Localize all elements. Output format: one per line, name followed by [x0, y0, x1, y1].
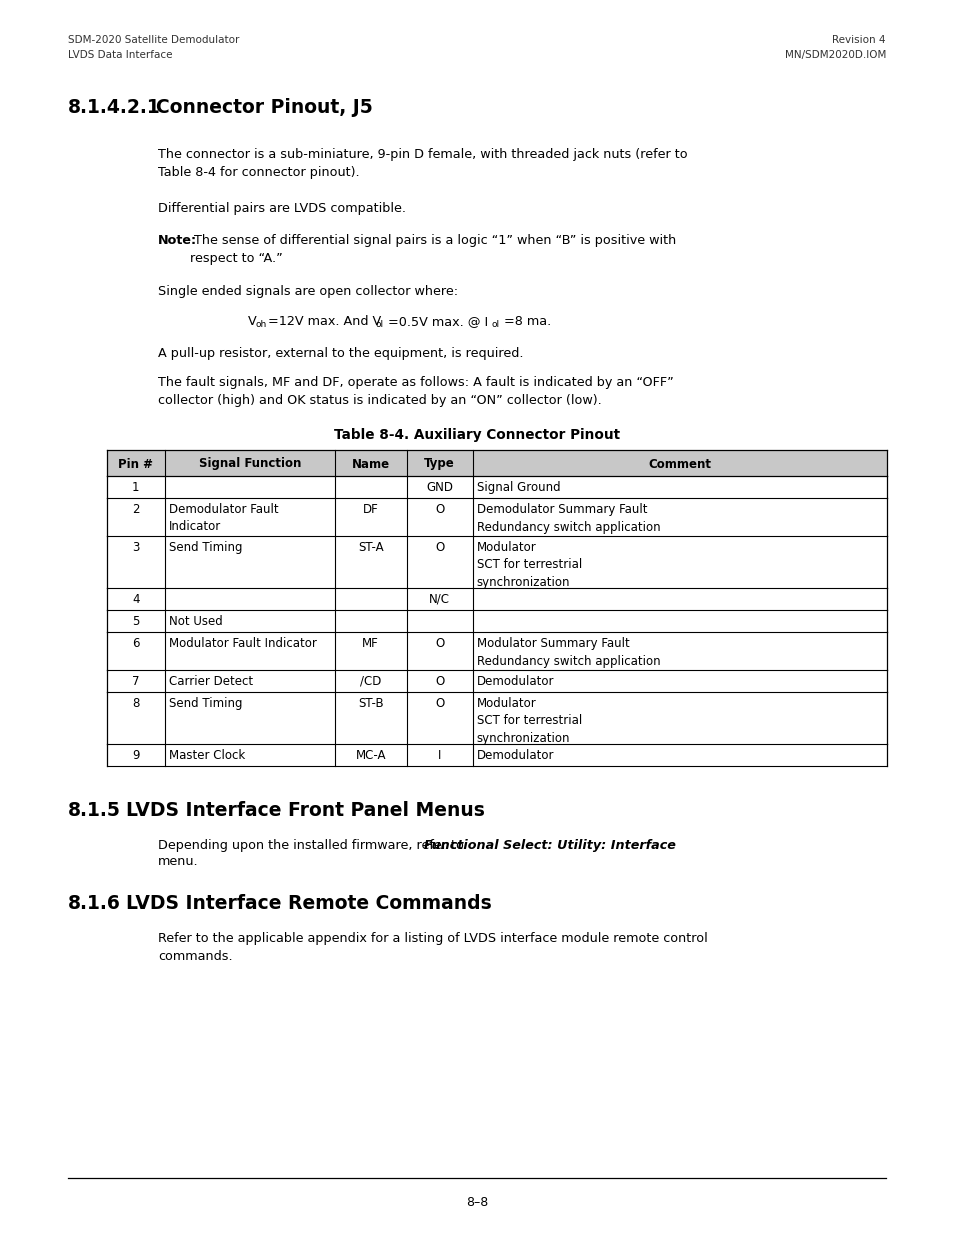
Text: 6: 6 [132, 637, 139, 650]
Text: Demodulator: Demodulator [476, 676, 554, 688]
Text: The fault signals, MF and DF, operate as follows: A fault is indicated by an “OF: The fault signals, MF and DF, operate as… [158, 375, 673, 408]
Text: SDM-2020 Satellite Demodulator: SDM-2020 Satellite Demodulator [68, 35, 239, 44]
Text: A pull-up resistor, external to the equipment, is required.: A pull-up resistor, external to the equi… [158, 347, 523, 359]
Text: Refer to the applicable appendix for a listing of LVDS interface module remote c: Refer to the applicable appendix for a l… [158, 932, 707, 963]
Text: 2: 2 [132, 503, 139, 516]
Text: 1: 1 [132, 480, 139, 494]
Text: /CD: /CD [359, 676, 381, 688]
Text: Revision 4: Revision 4 [832, 35, 885, 44]
Text: 3: 3 [132, 541, 139, 555]
Text: ST-A: ST-A [357, 541, 383, 555]
Text: O: O [435, 637, 444, 650]
Text: 8.1.5: 8.1.5 [68, 802, 121, 820]
Text: =12V max. And V: =12V max. And V [268, 315, 381, 329]
Text: Pin #: Pin # [118, 457, 153, 471]
Text: Demodulator: Demodulator [476, 748, 554, 762]
Text: Depending upon the installed firmware, refer to: Depending upon the installed firmware, r… [158, 839, 467, 852]
Text: Not Used: Not Used [169, 615, 222, 629]
Text: Functional Select: Utility: Interface: Functional Select: Utility: Interface [423, 839, 675, 852]
Text: =0.5V max. @ I: =0.5V max. @ I [388, 315, 488, 329]
Text: 8.1.4.2.1: 8.1.4.2.1 [68, 98, 161, 117]
Text: ol: ol [375, 320, 384, 329]
Text: The connector is a sub-miniature, 9-pin D female, with threaded jack nuts (refer: The connector is a sub-miniature, 9-pin … [158, 148, 687, 179]
Text: Modulator Summary Fault
Redundancy switch application: Modulator Summary Fault Redundancy switc… [476, 637, 659, 667]
Text: 9: 9 [132, 748, 139, 762]
Text: oh: oh [255, 320, 267, 329]
Text: LVDS Interface Remote Commands: LVDS Interface Remote Commands [126, 894, 491, 913]
Text: Type: Type [424, 457, 455, 471]
Text: The sense of differential signal pairs is a logic “1” when “B” is positive with
: The sense of differential signal pairs i… [190, 233, 676, 266]
Bar [107, 450, 886, 475]
Text: 4: 4 [132, 593, 139, 606]
Text: 8–8: 8–8 [465, 1195, 488, 1209]
Text: ol: ol [492, 320, 499, 329]
Text: Differential pairs are LVDS compatible.: Differential pairs are LVDS compatible. [158, 203, 406, 215]
Text: MC-A: MC-A [355, 748, 385, 762]
Text: Carrier Detect: Carrier Detect [169, 676, 253, 688]
Text: 7: 7 [132, 676, 139, 688]
Text: ST-B: ST-B [357, 697, 383, 710]
Text: Send Timing: Send Timing [169, 697, 242, 710]
Text: Single ended signals are open collector where:: Single ended signals are open collector … [158, 285, 457, 298]
Text: =8 ma.: =8 ma. [503, 315, 551, 329]
Text: Note:: Note: [158, 233, 197, 247]
Text: Comment: Comment [648, 457, 711, 471]
Text: Signal Ground: Signal Ground [476, 480, 559, 494]
Text: 5: 5 [132, 615, 139, 629]
Text: menu.: menu. [158, 855, 198, 868]
Text: GND: GND [426, 480, 453, 494]
Text: N/C: N/C [429, 593, 450, 606]
Text: Table 8-4. Auxiliary Connector Pinout: Table 8-4. Auxiliary Connector Pinout [334, 429, 619, 442]
Text: Modulator
SCT for terrestrial
synchronization: Modulator SCT for terrestrial synchroniz… [476, 697, 581, 745]
Text: Modulator
SCT for terrestrial
synchronization: Modulator SCT for terrestrial synchroniz… [476, 541, 581, 589]
Text: 8.1.6: 8.1.6 [68, 894, 121, 913]
Text: Modulator Fault Indicator: Modulator Fault Indicator [169, 637, 316, 650]
Text: I: I [437, 748, 441, 762]
Text: O: O [435, 503, 444, 516]
Text: LVDS Interface Front Panel Menus: LVDS Interface Front Panel Menus [126, 802, 484, 820]
Text: Demodulator Fault
Indicator: Demodulator Fault Indicator [169, 503, 278, 534]
Text: Send Timing: Send Timing [169, 541, 242, 555]
Text: Demodulator Summary Fault
Redundancy switch application: Demodulator Summary Fault Redundancy swi… [476, 503, 659, 534]
Text: Connector Pinout, J5: Connector Pinout, J5 [156, 98, 373, 117]
Text: Signal Function: Signal Function [198, 457, 300, 471]
Text: O: O [435, 697, 444, 710]
Text: O: O [435, 541, 444, 555]
Text: MF: MF [362, 637, 378, 650]
Text: LVDS Data Interface: LVDS Data Interface [68, 49, 172, 61]
Text: DF: DF [362, 503, 378, 516]
Text: 8: 8 [132, 697, 139, 710]
Text: O: O [435, 676, 444, 688]
Text: V: V [248, 315, 256, 329]
Text: MN/SDM2020D.IOM: MN/SDM2020D.IOM [783, 49, 885, 61]
Text: Name: Name [352, 457, 389, 471]
Text: Master Clock: Master Clock [169, 748, 245, 762]
